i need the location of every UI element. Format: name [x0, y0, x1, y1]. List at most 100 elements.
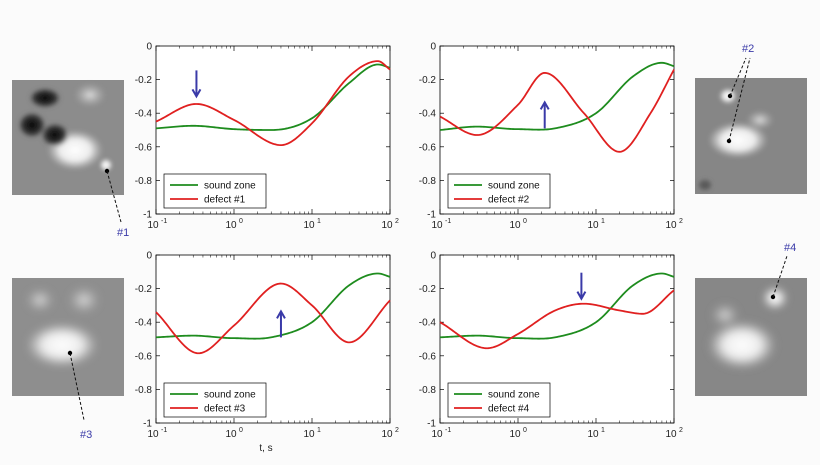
- x-tick-label: 10: [381, 220, 393, 231]
- arrow-head: [276, 309, 286, 319]
- legend: sound zone defect #3: [163, 382, 267, 418]
- legend-entry: sound zone: [204, 181, 256, 192]
- indicator-arrow-up: [539, 100, 550, 129]
- y-tick-label: -0.2: [419, 284, 437, 295]
- x-tick-exponent: 2: [679, 218, 683, 225]
- x-tick-exponent: 2: [395, 427, 399, 434]
- x-tick-exponent: 2: [395, 218, 399, 225]
- y-tick-label: 0: [146, 251, 152, 262]
- y-tick-label: -0.2: [135, 284, 153, 295]
- legend-entry: defect #3: [204, 404, 246, 415]
- legend-box: [447, 173, 551, 209]
- series-line-sound-zone: [439, 61, 675, 131]
- y-tick-label: -1: [427, 210, 436, 221]
- y-tick-label: -0.2: [419, 75, 437, 86]
- legend-entry: sound zone: [204, 390, 256, 401]
- x-tick-label: 10: [587, 220, 599, 231]
- series-line-sound-zone: [155, 272, 391, 340]
- series-line-defect: [439, 289, 675, 350]
- x-tick-exponent: 0: [523, 218, 527, 225]
- x-tick-label: 10: [587, 429, 599, 440]
- y-tick-label: -0.6: [419, 351, 437, 362]
- series-line-defect: [439, 69, 675, 153]
- legend: sound zone defect #4: [447, 382, 551, 418]
- legend: sound zone defect #1: [163, 173, 267, 209]
- x-tick-label: 10: [225, 429, 237, 440]
- callout-label-1: #1: [117, 227, 129, 239]
- thermogram-1-image: [12, 80, 124, 195]
- arrow-head: [539, 100, 550, 110]
- callout-line-3: [69, 352, 85, 421]
- x-tick-exponent: 1: [317, 218, 321, 225]
- x-tick-label: 10: [303, 429, 315, 440]
- thermogram-4-image: [695, 278, 807, 396]
- x-tick-exponent: 1: [317, 427, 321, 434]
- legend-entry: defect #1: [204, 195, 246, 206]
- x-tick-exponent: 2: [679, 427, 683, 434]
- legend-entry: sound zone: [488, 181, 540, 192]
- y-tick-label: -0.4: [419, 318, 437, 329]
- y-tick-label: -0.8: [419, 385, 437, 396]
- x-tick-label: 10: [225, 220, 237, 231]
- callout-line-2a: [729, 57, 747, 97]
- callout-line-1: [106, 170, 122, 223]
- x-tick-exponent: 1: [601, 218, 605, 225]
- x-tick-exponent: -1: [161, 218, 167, 225]
- legend-entry: defect #2: [488, 195, 530, 206]
- legend-entry: sound zone: [488, 390, 540, 401]
- y-tick-label: 0: [146, 42, 152, 53]
- x-tick-label: 10: [431, 220, 443, 231]
- y-tick-label: -1: [143, 210, 152, 221]
- callout-label-2: #2: [742, 43, 754, 55]
- x-axis-label: t, s: [259, 443, 272, 454]
- x-tick-label: 10: [147, 220, 159, 231]
- indicator-arrow-down: [576, 272, 587, 301]
- y-tick-label: -0.8: [135, 176, 153, 187]
- y-tick-label: -0.2: [135, 75, 153, 86]
- series-line-defect: [155, 282, 391, 355]
- callout-label-3: #3: [80, 429, 92, 441]
- series-line-sound-zone: [439, 272, 675, 340]
- y-tick-label: -1: [427, 419, 436, 430]
- thermogram-2-image: [695, 78, 807, 194]
- indicator-arrow-down: [191, 70, 202, 99]
- y-tick-label: -0.6: [419, 142, 437, 153]
- x-tick-label: 10: [509, 429, 521, 440]
- y-tick-label: 0: [430, 42, 436, 53]
- y-tick-label: -1: [143, 419, 152, 430]
- series-line-sound-zone: [155, 63, 391, 131]
- series-line-defect: [155, 60, 391, 147]
- x-tick-label: 10: [665, 220, 677, 231]
- x-tick-exponent: -1: [161, 427, 167, 434]
- y-tick-label: 0: [430, 251, 436, 262]
- y-tick-label: -0.8: [419, 176, 437, 187]
- callout-line-4: [772, 255, 788, 298]
- y-tick-label: -0.8: [135, 385, 153, 396]
- legend-box: [163, 382, 267, 418]
- y-tick-label: -0.6: [135, 351, 153, 362]
- callout-label-4: #4: [784, 242, 796, 254]
- legend-box: [447, 382, 551, 418]
- x-tick-exponent: 0: [239, 218, 243, 225]
- arrow-head: [576, 291, 587, 301]
- x-tick-exponent: 0: [523, 427, 527, 434]
- y-tick-label: -0.6: [135, 142, 153, 153]
- legend: sound zone defect #2: [447, 173, 551, 209]
- y-tick-label: -0.4: [419, 109, 437, 120]
- x-tick-exponent: 1: [601, 427, 605, 434]
- x-tick-label: 10: [509, 220, 521, 231]
- x-tick-exponent: 0: [239, 427, 243, 434]
- arrow-head: [191, 88, 202, 99]
- legend-box: [163, 173, 267, 209]
- x-tick-label: 10: [665, 429, 677, 440]
- y-tick-label: -0.4: [135, 109, 153, 120]
- thermogram-3-image: [12, 278, 124, 396]
- x-tick-exponent: -1: [445, 218, 451, 225]
- indicator-arrow-up: [276, 309, 286, 338]
